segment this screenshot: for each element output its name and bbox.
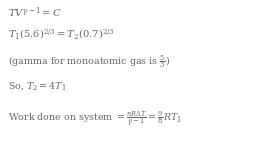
Text: Work done on system $=\frac{nR\Delta T}{\gamma-1}=\frac{9}{8}RT_1$: Work done on system $=\frac{nR\Delta T}{… (8, 110, 182, 129)
Text: $T_1(5.6)^{2/3}=T_2(0.7)^{2/3}$: $T_1(5.6)^{2/3}=T_2(0.7)^{2/3}$ (8, 28, 115, 41)
Text: So, $T_2=4T_1$: So, $T_2=4T_1$ (8, 80, 66, 92)
Text: (gamma for monoatomic gas is $\frac{5}{3}$): (gamma for monoatomic gas is $\frac{5}{3… (8, 53, 170, 70)
Text: $TV^{\gamma-1}=C$: $TV^{\gamma-1}=C$ (8, 6, 62, 20)
